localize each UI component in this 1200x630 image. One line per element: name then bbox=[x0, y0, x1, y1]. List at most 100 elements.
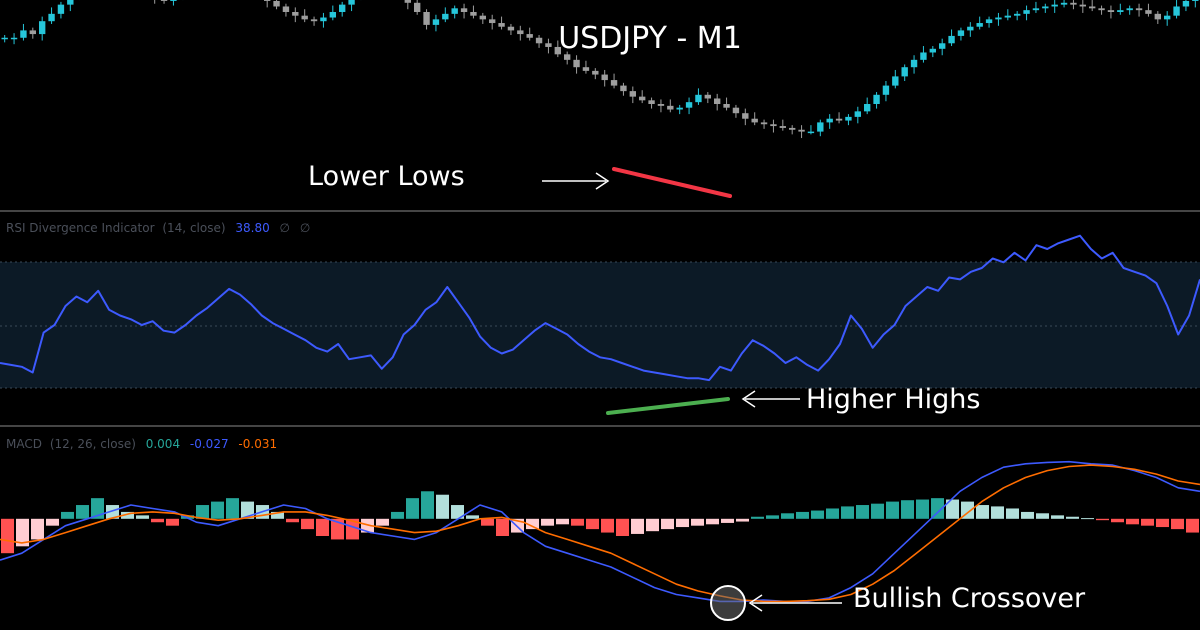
macd-histogram-bar bbox=[301, 518, 314, 530]
candle-body bbox=[329, 12, 336, 18]
candle-body bbox=[704, 94, 711, 99]
arrowhead-higher-highs bbox=[741, 390, 756, 408]
candle-body bbox=[901, 67, 908, 77]
macd-histogram-bar bbox=[856, 505, 869, 519]
macd-histogram-bar bbox=[616, 518, 629, 536]
candle-body bbox=[676, 107, 683, 110]
candle-body bbox=[1107, 10, 1115, 12]
macd-histogram-bar bbox=[376, 518, 389, 526]
candle-body bbox=[498, 23, 505, 27]
macd-histogram-bar bbox=[76, 505, 89, 519]
macd-histogram-bar bbox=[1036, 513, 1049, 519]
candle-body bbox=[1060, 2, 1068, 5]
macd-histogram-bar bbox=[106, 505, 119, 519]
macd-histogram-bar bbox=[526, 518, 539, 530]
macd-histogram-bar bbox=[331, 518, 344, 540]
candle-body bbox=[957, 30, 965, 36]
candle-body bbox=[807, 131, 815, 134]
candle-body bbox=[967, 26, 974, 31]
rsi-line bbox=[0, 234, 1200, 382]
candle-body bbox=[160, 0, 168, 1]
candle-body bbox=[920, 52, 927, 60]
candle-body bbox=[1145, 10, 1152, 14]
macd-histogram-bar bbox=[751, 516, 764, 519]
candle-body bbox=[1089, 6, 1096, 9]
candle-body bbox=[348, 0, 355, 5]
macd-histogram-bar bbox=[166, 518, 179, 526]
macd-histogram-bar bbox=[1081, 518, 1094, 520]
candle-body bbox=[1014, 13, 1021, 16]
macd-histogram-bar bbox=[1066, 516, 1079, 519]
candle-body bbox=[1117, 10, 1124, 12]
arrowhead-lower-lows bbox=[595, 172, 610, 190]
macd-histogram-bar bbox=[1186, 518, 1199, 533]
macd-indicator-label[interactable]: MACD (12, 26, close) 0.004 -0.027 -0.031 bbox=[6, 437, 277, 451]
candle-body bbox=[714, 98, 721, 104]
rsi-indicator-name: RSI Divergence Indicator bbox=[6, 221, 155, 235]
candle-body bbox=[1135, 8, 1143, 11]
candle-body bbox=[995, 17, 1002, 20]
macd-histogram-bar bbox=[796, 511, 809, 519]
candle-body bbox=[976, 23, 983, 27]
macd-histogram-bar bbox=[361, 518, 374, 533]
macd-histogram-bar bbox=[451, 505, 464, 519]
annotation-higher-highs: Higher Highs bbox=[806, 384, 980, 415]
candle-body bbox=[273, 0, 280, 7]
macd-histogram-bar bbox=[721, 518, 734, 523]
candle-body bbox=[535, 37, 543, 44]
macd-histogram-bar bbox=[286, 518, 299, 523]
candle-body bbox=[39, 21, 46, 35]
macd-histogram-bar bbox=[1156, 518, 1169, 528]
candle-body bbox=[610, 80, 618, 86]
macd-histogram-bar bbox=[1021, 511, 1034, 519]
macd-histogram-bar bbox=[781, 513, 794, 519]
macd-histogram-bar bbox=[406, 498, 419, 519]
candle-body bbox=[723, 104, 730, 108]
macd-histogram-bar bbox=[241, 501, 254, 519]
macd-histogram-bar bbox=[31, 518, 44, 540]
chart-title: USDJPY - M1 bbox=[558, 21, 742, 56]
macd-histogram-bar bbox=[436, 494, 449, 519]
candle-body bbox=[1042, 6, 1049, 9]
macd-histogram-bar bbox=[916, 499, 929, 519]
candle-body bbox=[423, 12, 430, 25]
candle-body bbox=[479, 15, 486, 20]
candle-body bbox=[751, 118, 758, 123]
candle-body bbox=[320, 17, 327, 22]
candle-body bbox=[629, 91, 636, 97]
candle-body bbox=[854, 111, 861, 117]
macd-histogram-bar bbox=[886, 501, 899, 519]
trendline-lower-lows bbox=[612, 167, 732, 198]
candle-body bbox=[864, 104, 871, 112]
rsi-indicator-params: (14, close) bbox=[162, 221, 225, 235]
macd-histogram-bar bbox=[661, 518, 674, 530]
candle-body bbox=[1164, 15, 1171, 20]
candle-body bbox=[573, 59, 580, 68]
rsi-indicator-label[interactable]: RSI Divergence Indicator (14, close) 38.… bbox=[6, 221, 310, 235]
candle-body bbox=[507, 26, 515, 31]
macd-histogram-bar bbox=[196, 505, 209, 519]
candle-body bbox=[760, 122, 768, 125]
macd-histogram-bar bbox=[766, 515, 779, 519]
macd-pane bbox=[0, 460, 1200, 603]
candle-body bbox=[564, 54, 571, 60]
candle-body bbox=[582, 67, 590, 71]
candle-body bbox=[1173, 6, 1180, 16]
candle-body bbox=[845, 116, 852, 121]
macd-histogram-bar bbox=[991, 506, 1004, 519]
candle-body bbox=[742, 113, 749, 119]
candle-body bbox=[929, 48, 936, 53]
macd-histogram-bar bbox=[466, 515, 479, 519]
candle-body bbox=[826, 118, 833, 123]
candle-body bbox=[779, 126, 786, 128]
candle-body bbox=[620, 85, 627, 92]
macd-histogram-bar bbox=[736, 518, 749, 522]
candle-body bbox=[10, 37, 18, 40]
candle-body bbox=[470, 12, 477, 16]
candle-body bbox=[1192, 0, 1199, 1]
macd-histogram-bar bbox=[871, 503, 884, 519]
macd-histogram-bar bbox=[631, 518, 644, 534]
macd-histogram-bar bbox=[1006, 508, 1019, 519]
candle-body bbox=[657, 104, 665, 106]
rsi-pane bbox=[0, 234, 1200, 389]
